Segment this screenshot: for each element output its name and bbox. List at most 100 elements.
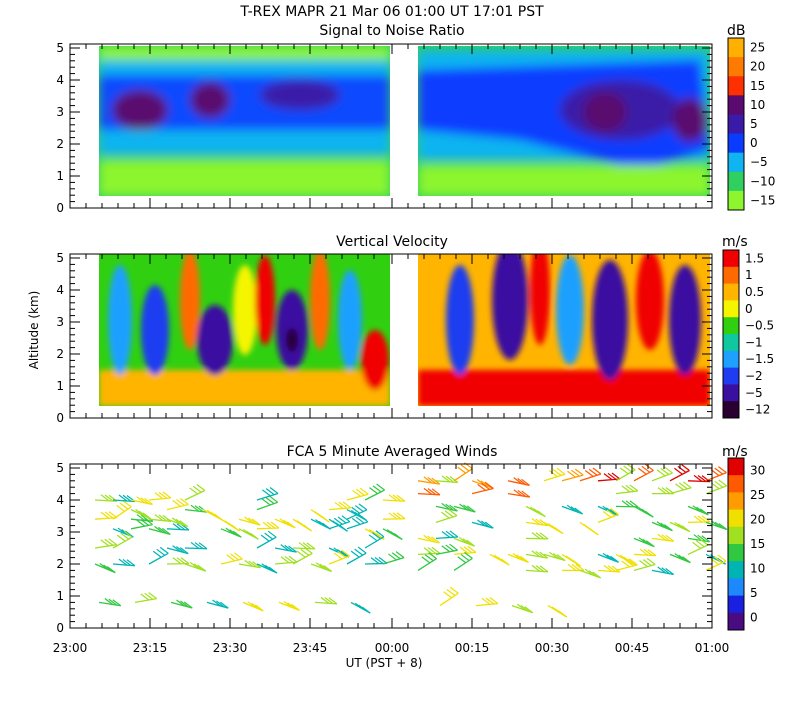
wind-barb [706,467,726,481]
wind-barb [185,542,207,548]
wind-barb [95,539,117,548]
colorbar-swatch [728,153,744,173]
wind-barb [526,565,548,572]
wind-barb [315,597,337,604]
x-tick-label: 23:45 [293,641,328,655]
y-tick-label: 2 [56,557,64,571]
colorbar-label: 15 [750,79,765,93]
wind-barb [436,476,458,483]
colorbar-swatch [728,578,744,596]
wind-barb [616,501,638,507]
winds-barbs [95,463,727,617]
wind-barb [257,522,279,529]
wind-barb [167,546,188,554]
colorbar-label: 1 [745,268,753,282]
colorbar-swatch [728,527,744,545]
wind-barb [207,600,228,608]
wind-barb [167,558,189,564]
wind-barb [472,520,493,528]
wind-barb [598,565,620,572]
colorbar-swatch [728,458,744,476]
y-tick-label: 3 [56,315,64,329]
colorbar-swatch [723,334,739,351]
wind-barb [351,602,370,613]
wind-barb [99,599,121,606]
colorbar-label: 0 [750,611,758,625]
colorbar-swatch [728,114,744,134]
colorbar-swatch [723,250,739,267]
colorbar-label: 0 [750,136,758,150]
colorbar-label: −1 [745,335,763,349]
colorbar-label: −15 [750,193,775,207]
colorbar-swatch [723,267,739,284]
colorbar-label: −5 [745,386,763,400]
x-tick-label: 23:15 [133,641,168,655]
wind-barb [526,506,545,516]
wind-barb [580,522,598,534]
wind-barb [562,469,583,481]
y-tick-label: 1 [56,379,64,393]
colorbar-label: −2 [745,369,763,383]
y-tick-label: 0 [56,621,64,635]
wind-barb [149,526,170,534]
wind-barb [598,473,620,481]
wind-barb [418,535,440,543]
wind-barb [562,505,583,514]
wind-barb [670,522,690,531]
wind-barb [440,587,458,605]
wind-barb [598,508,619,522]
colorbar-swatch [728,134,744,154]
wind-barb [131,497,153,505]
x-tick-label: 00:30 [535,641,570,655]
colorbar-label: 10 [750,98,765,112]
wind-barb [652,534,674,541]
colorbar-label: 5 [750,117,758,131]
wind-barb [243,602,263,611]
x-tick-label: 23:30 [213,641,248,655]
wind-barb [670,482,691,494]
wind-barb [167,518,188,527]
colorbar-label: 5 [750,586,758,600]
colorbar-swatch [728,544,744,562]
snr-title: Signal to Noise Ratio [319,23,464,39]
colorbar-swatch [728,172,744,192]
y-tick-label: 5 [56,41,64,55]
wind-barb [383,529,402,540]
wind-barb [652,467,673,481]
wind-barb [508,490,530,497]
wind-barb [490,554,509,565]
colorbar-swatch [728,475,744,493]
wind-barb [95,563,115,572]
colorbar-label: 30 [750,463,765,477]
colorbar-swatch [723,401,739,418]
wind-barb [185,484,205,500]
colorbar-swatch [728,57,744,77]
wind-barb [616,485,638,494]
wind-barb [562,564,584,570]
wind-barb [544,552,565,560]
wind-barb [634,549,656,555]
wind-barb [526,533,548,539]
figure-title: T-REX MAPR 21 Mar 06 01:00 UT 17:01 PST [239,4,544,20]
colorbar-swatch [728,613,744,631]
wind-barb [544,522,563,533]
wind-barb [365,484,385,500]
wind-barb [598,553,619,562]
wind-barb [508,478,530,486]
y-tick-label: 3 [56,105,64,119]
wind-barb [652,567,674,574]
colorbar-swatch [728,76,744,96]
colorbar-swatch [728,492,744,510]
y-axis-label: Altitude (km) [27,291,41,370]
colorbar-swatch [723,284,739,301]
x-tick-label: 23:00 [53,641,88,655]
x-axis-label: UT (PST + 8) [346,656,423,670]
wind-barb [476,598,498,606]
vv-unit: m/s [722,234,748,250]
y-tick-label: 4 [56,283,64,297]
wind-barb [329,502,351,510]
wind-barb [329,550,350,564]
y-tick-label: 5 [56,251,64,265]
colorbar-label: 10 [750,562,765,576]
y-tick-label: 0 [56,201,64,215]
